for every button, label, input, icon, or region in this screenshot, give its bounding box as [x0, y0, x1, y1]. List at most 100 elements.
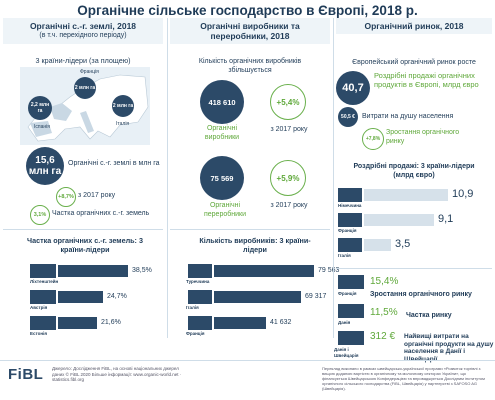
country-flag [188, 264, 212, 278]
map-label-france: Франція [80, 69, 99, 75]
bar-country-label: Австрія [30, 305, 48, 310]
market-growth-circle: +7,8% [362, 128, 384, 150]
bar [364, 189, 448, 201]
country-flag [30, 290, 56, 304]
bar [214, 291, 301, 303]
bar [364, 214, 434, 226]
land-share-circle: 3,1% [30, 205, 50, 225]
divider [3, 229, 163, 230]
bubble-italy: 2 млн га [112, 95, 134, 117]
highlight-country-1: Франція [338, 291, 357, 296]
bar-value-label: 24,7% [107, 293, 127, 300]
footer-source: Джерело: Дослідження FiBL, на основі нац… [52, 366, 182, 382]
total-land-circle: 15,6 млн га [26, 147, 64, 185]
footer-note: Переклад виконано в рамках швейцарсько-у… [322, 366, 485, 391]
map-label-spain: Іспанія [34, 124, 50, 130]
bar-country-label: Франція [186, 331, 205, 336]
country-flag [30, 316, 56, 330]
bar-value-label: 41 632 [270, 319, 292, 326]
column-land-title: Органічні с.-г. землі, 2018 [29, 21, 137, 31]
producers-growth-title: Кількість органічних виробників збільшує… [198, 58, 302, 74]
producers-growth-label: з 2017 року [270, 126, 308, 133]
processors-label: Органічні переробники [203, 202, 246, 218]
bar [58, 291, 103, 303]
france-value: 2 млн га [74, 85, 96, 91]
bar-country-label: Франція [338, 228, 357, 233]
column-land-header: Органічні с.-г. землі, 2018 (в т.ч. пере… [3, 18, 163, 44]
column-market: Органічний ринок, 2018 [336, 18, 492, 34]
bar-country-label: Італія [186, 305, 199, 310]
column-separator [333, 18, 334, 338]
divider [336, 268, 492, 269]
bar-country-label: Туреччина [186, 279, 210, 284]
producers-label: Органічні виробники [204, 125, 240, 141]
highlight-value-1: 15,4% [370, 276, 399, 287]
bar [364, 239, 391, 251]
bar-country-label: Естонія [30, 331, 47, 336]
column-land: Органічні с.-г. землі, 2018 (в т.ч. пере… [3, 18, 163, 44]
fibl-logo: FiBL [8, 366, 44, 383]
column-separator [167, 18, 168, 338]
bar-country-label: Німеччина [338, 203, 362, 208]
market-growth-value: +7,8% [365, 136, 381, 142]
italy-value: 2 млн га [112, 103, 134, 109]
column-producers-header: Органічні виробники та переробники, 2018 [170, 18, 330, 44]
country-flag [188, 290, 212, 304]
land-growth-circle: +8,7% [56, 187, 76, 207]
spain-value: 2,2 млн га [30, 102, 50, 114]
retail-label: Роздрібні продажі органічних продуктів в… [374, 71, 479, 89]
bubble-spain: 2,2 млн га [28, 96, 52, 120]
retail-value: 40,7 [342, 82, 364, 94]
producers-growth-circle: +5,4% [270, 84, 306, 120]
producer-leaders-title: Кількість виробників: 3 країни-лідери [199, 236, 311, 254]
bar [58, 265, 128, 277]
producers-growth-value: +5,4% [276, 97, 300, 107]
bar-value-label: 3,5 [395, 238, 411, 250]
bar [214, 265, 314, 277]
country-flag [338, 213, 362, 227]
highlight-label-1: Зростання органічного ринку [370, 291, 472, 298]
bar [58, 317, 97, 329]
percapita-value: 50,5 € [341, 114, 355, 120]
bar-value-label: 9,1 [438, 213, 454, 225]
country-flag [338, 238, 362, 252]
market-growth-label: Зростання органічного ринку [386, 129, 460, 145]
map-label-italy: Італія [116, 121, 130, 127]
country-flag [30, 264, 56, 278]
divider [170, 229, 330, 230]
country-flag [188, 316, 212, 330]
land-share-label: Частка органічних с.-г. земель [52, 210, 150, 217]
footer-divider [0, 360, 495, 361]
percapita-circle: 50,5 € [338, 107, 358, 127]
bar-value-label: 21,6% [101, 319, 121, 326]
land-growth-value: +8,7% [58, 194, 74, 200]
share-leaders-title: Частка органічних с.-г. земель: 3 країни… [27, 236, 143, 254]
highlight-value-2: 11,5% [370, 307, 398, 318]
bar [214, 317, 266, 329]
bubble-france: 2 млн га [74, 77, 96, 99]
retail-circle: 40,7 [336, 71, 370, 105]
retail-leaders-title: Роздрібні продажі: 3 країни-лідери (млрд… [353, 163, 475, 179]
highlight-country-3: Данія і Швейцарія [334, 347, 359, 358]
processors-growth-value: +5,9% [276, 173, 300, 183]
total-land-label: Органічні с.-г. землі в млн га [68, 160, 160, 167]
flag-denmark [338, 304, 364, 318]
bar-value-label: 10,9 [452, 188, 474, 200]
processors-growth-circle: +5,9% [270, 160, 306, 196]
highlight-label-3: Найвищі витрати на органічні продукти на… [404, 333, 494, 363]
processors-circle: 75 569 [200, 156, 244, 200]
column-market-header: Органічний ринок, 2018 [336, 18, 492, 34]
highlight-country-2: Данія [338, 320, 351, 325]
page-title: Органічне сільське господарство в Європі… [77, 3, 418, 18]
land-share-value: 3,1% [33, 212, 47, 218]
flag-denmark-switzerland [338, 331, 364, 345]
flag-france [338, 275, 364, 289]
bar-value-label: 79 563 [318, 267, 340, 274]
total-land-value: 15,6 млн га [28, 155, 62, 177]
percapita-label: Витрати на душу населення [362, 113, 454, 120]
producers-circle: 418 610 [200, 80, 244, 124]
column-land-subtitle: (в т.ч. перехідного періоду) [39, 32, 127, 39]
producers-value: 418 610 [208, 97, 236, 107]
bar-country-label: Італія [338, 253, 351, 258]
land-leaders-title: 3 країни-лідери (за площею) [35, 56, 131, 65]
